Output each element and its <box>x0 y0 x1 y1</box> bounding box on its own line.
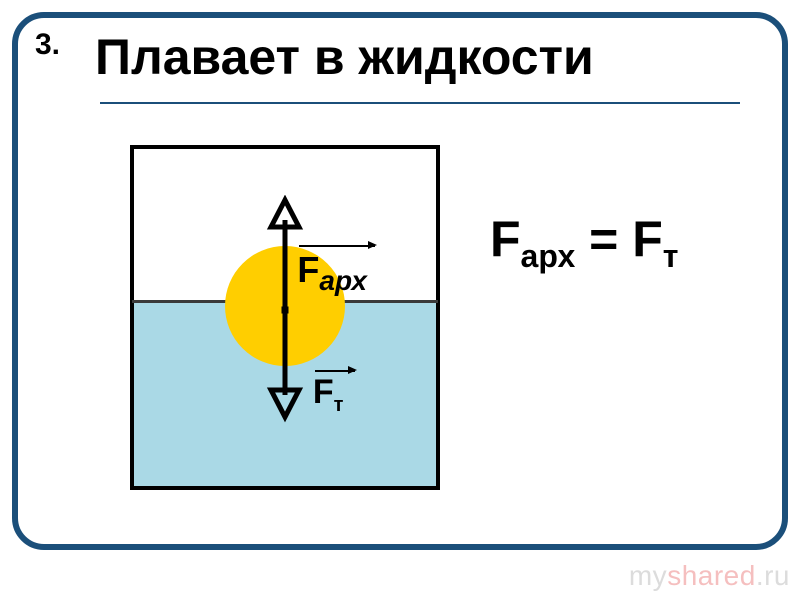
title-underline <box>100 102 740 104</box>
vector-bar-icon <box>299 245 375 247</box>
wm-mid: shared <box>667 560 756 591</box>
force-label-gravity: Fт <box>313 373 344 417</box>
eq-rhs-F: F <box>632 211 663 267</box>
eq-lhs-F: F <box>490 211 521 267</box>
vector-bar-icon <box>315 370 355 372</box>
label-F: F <box>313 373 334 411</box>
eq-rhs-sub: т <box>663 238 679 274</box>
title-row: 3. Плавает в жидкости <box>35 28 765 86</box>
force-label-archimedes: Fарх <box>297 249 367 297</box>
watermark: myshared.ru <box>629 560 790 592</box>
slide: 3. Плавает в жидкости Fарх Fт Fарх <box>0 0 800 600</box>
label-sub: т <box>334 393 344 415</box>
slide-number: 3. <box>35 28 95 62</box>
label-F: F <box>297 249 319 290</box>
eq-lhs-sub: арх <box>521 238 576 274</box>
slide-title: Плавает в жидкости <box>95 28 594 86</box>
wm-suffix: .ru <box>756 560 790 591</box>
wm-prefix: my <box>629 560 667 591</box>
equilibrium-equation: Fарх = Fт <box>490 210 678 275</box>
label-sub: арх <box>319 265 367 296</box>
buoyancy-diagram: Fарх Fт <box>130 145 440 490</box>
eq-equals: = <box>575 211 632 267</box>
